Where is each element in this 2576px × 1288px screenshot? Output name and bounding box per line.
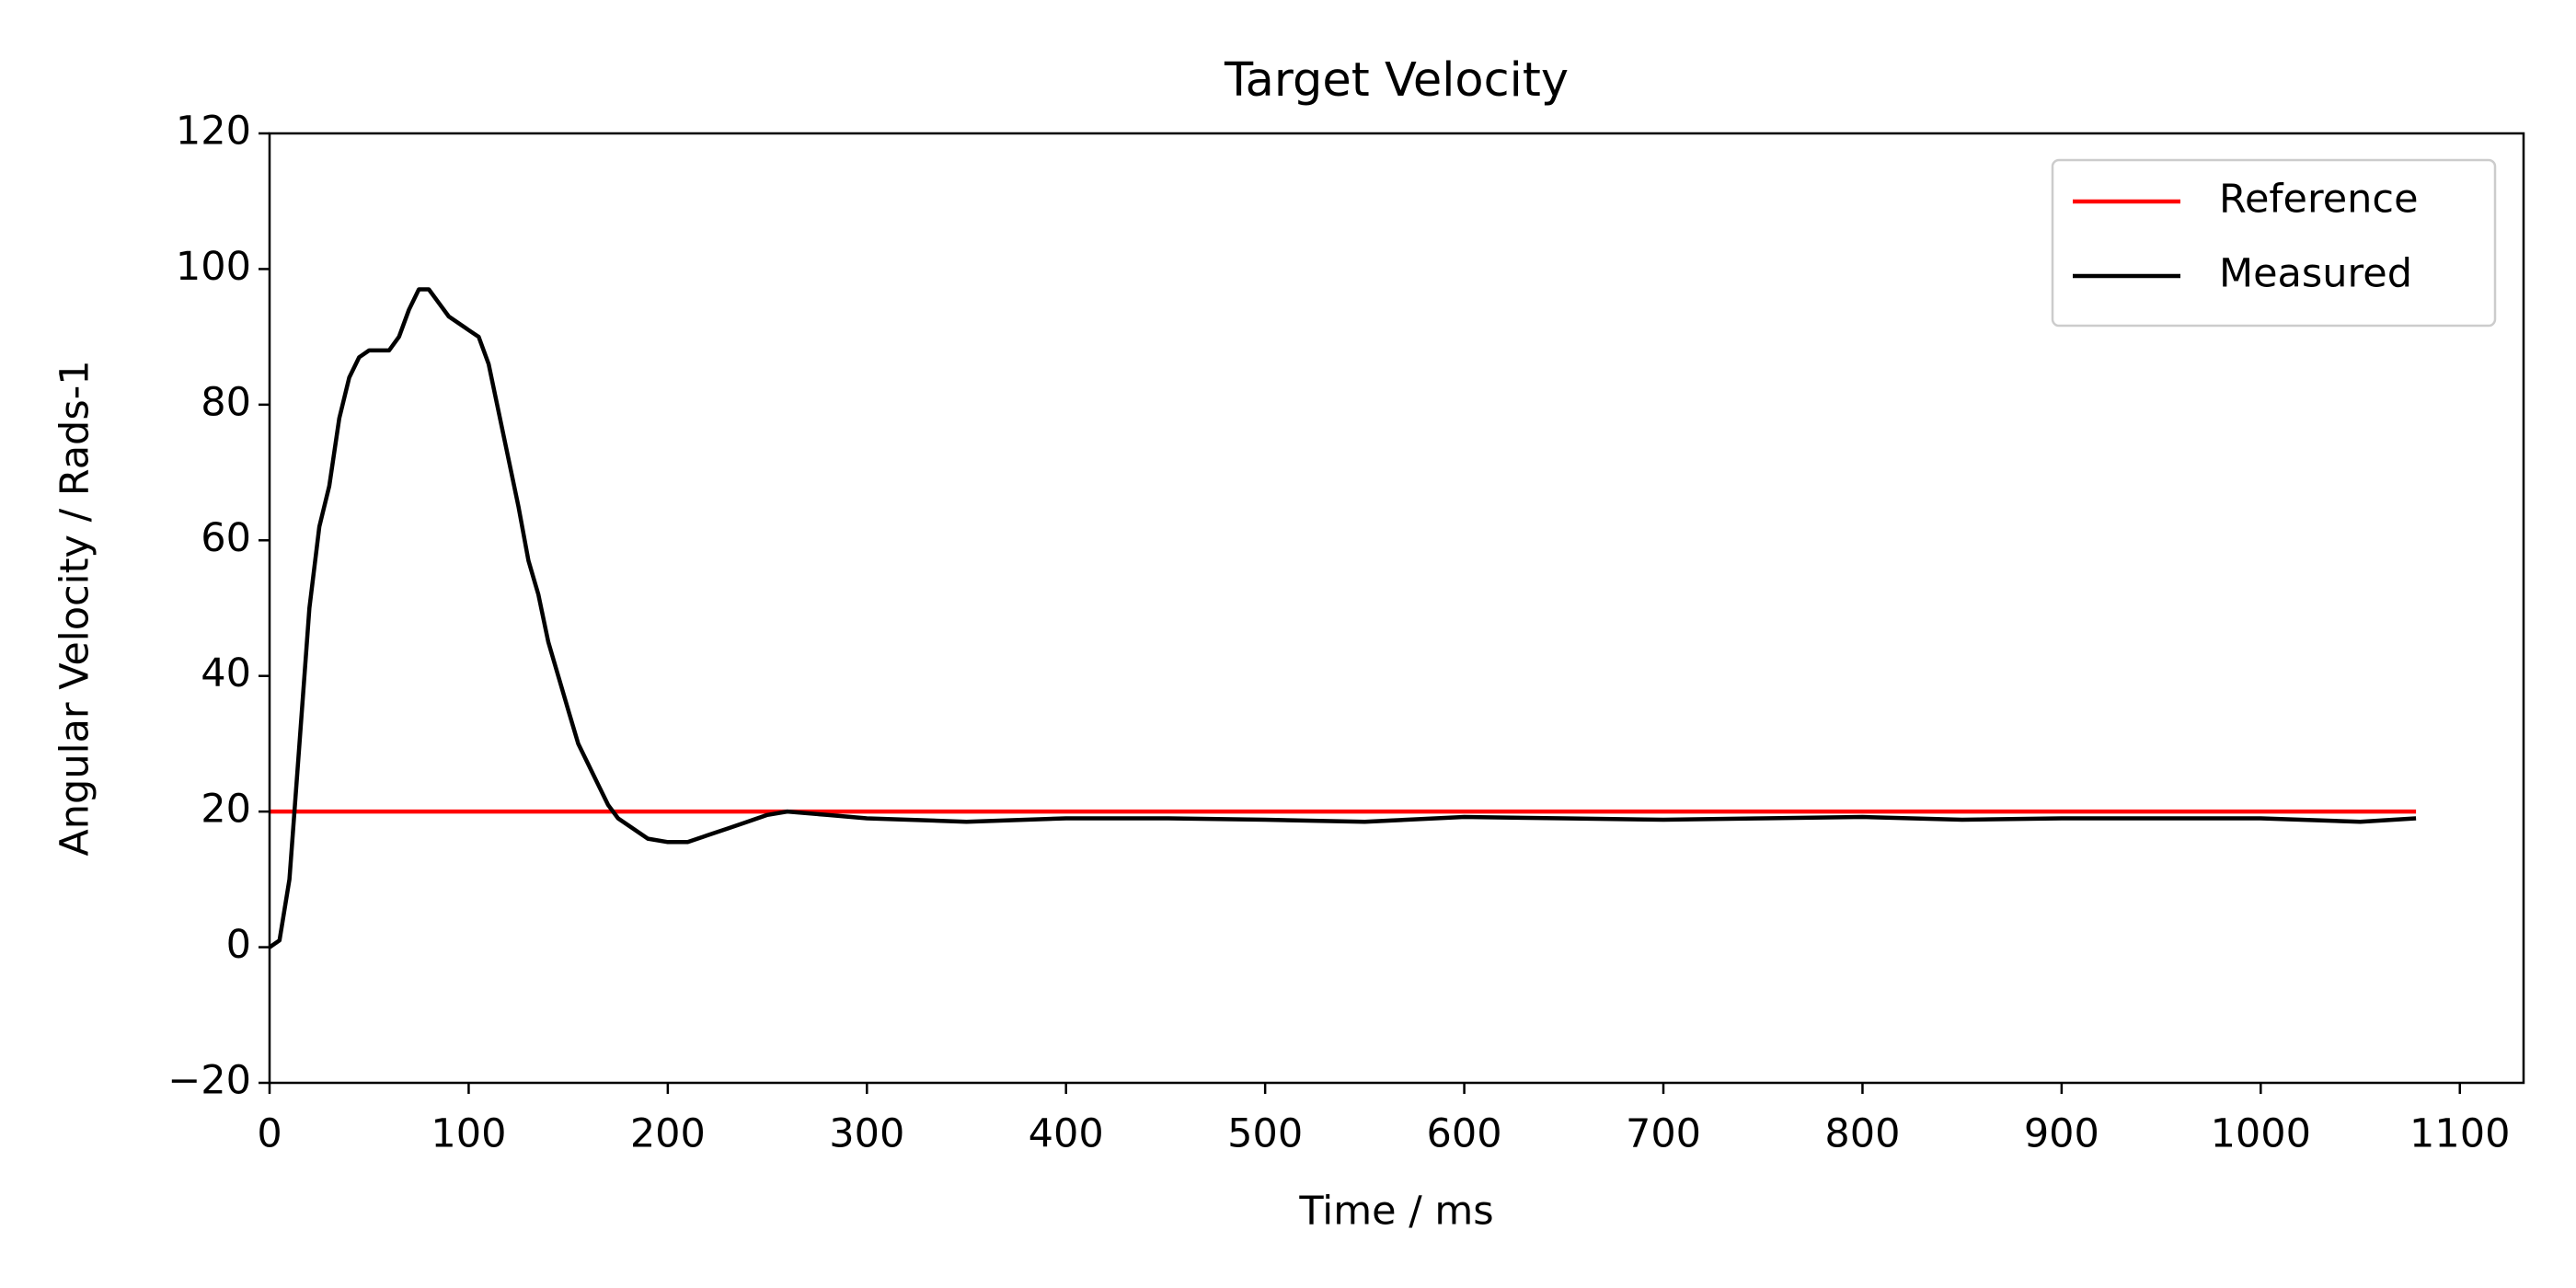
y-tick-label: 100 <box>176 244 251 290</box>
x-tick-label: 500 <box>1227 1111 1303 1157</box>
x-tick-label: 600 <box>1427 1111 1502 1157</box>
legend-label: Measured <box>2219 251 2412 297</box>
x-tick-label: 200 <box>630 1111 706 1157</box>
y-tick-label: 0 <box>226 922 251 968</box>
y-axis-label: Angular Velocity / Rads-1 <box>52 360 98 856</box>
line <box>268 287 2417 949</box>
plot-frame <box>268 132 2525 1085</box>
y-tick-label: 80 <box>201 379 251 425</box>
x-tick-label: 1100 <box>2409 1111 2510 1157</box>
y-tick-label: 20 <box>201 787 251 833</box>
chart-title: Target Velocity <box>1224 53 1569 108</box>
x-tick-label: 700 <box>1626 1111 1701 1157</box>
x-tick-label: 100 <box>431 1111 506 1157</box>
x-axis-label: Time / ms <box>1298 1189 1493 1235</box>
x-tick-label: 900 <box>2024 1111 2099 1157</box>
y-tick-label: 40 <box>201 650 251 696</box>
x-tick-label: 400 <box>1029 1111 1104 1157</box>
x-tick-label: 0 <box>257 1111 282 1157</box>
x-tick-label: 300 <box>829 1111 904 1157</box>
y-tick-label: 120 <box>176 109 251 155</box>
legend-label: Reference <box>2219 177 2419 223</box>
x-tick-label: 800 <box>1824 1111 1900 1157</box>
y-tick-label: −20 <box>167 1058 251 1104</box>
x-tick-label: 1000 <box>2211 1111 2311 1157</box>
y-tick-label: 60 <box>201 515 251 561</box>
